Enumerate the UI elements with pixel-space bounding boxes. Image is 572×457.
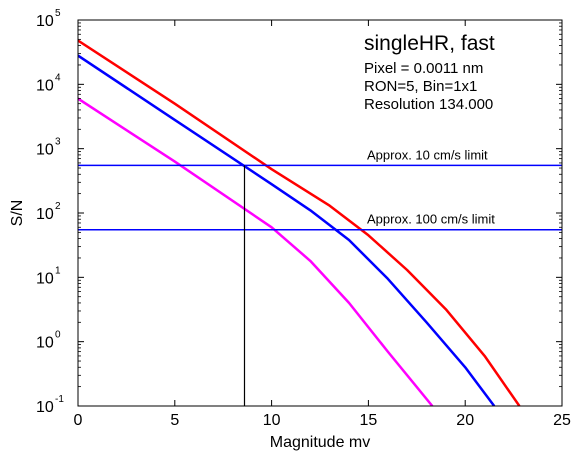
y-tick-label: 10	[36, 142, 54, 159]
limit-label-2: Approx. 100 cm/s limit	[367, 212, 495, 227]
series-line-2	[78, 54, 496, 406]
annotation-title: singleHR, fast	[364, 32, 495, 55]
annotation-line-3: Resolution 134.000	[364, 96, 493, 113]
y-tick-exponent: 3	[55, 137, 61, 148]
limit-lines: Approx. 10 cm/s limit Approx. 100 cm/s li…	[78, 147, 562, 406]
y-tick-exponent: -1	[55, 394, 64, 405]
x-tick-label: 10	[263, 412, 281, 429]
x-axis-label: Magnitude mv	[270, 434, 371, 451]
y-tick-exponent: 0	[55, 330, 61, 341]
y-tick-exponent: 4	[55, 72, 61, 83]
y-tick-exponent: 1	[55, 265, 61, 276]
y-tick-exponent: 5	[55, 8, 61, 19]
limit-label-1: Approx. 10 cm/s limit	[367, 147, 488, 162]
x-tick-label: 5	[170, 412, 179, 429]
y-tick-exponent: 2	[55, 201, 61, 212]
y-tick-label: 10	[36, 270, 54, 287]
series-line-3	[78, 97, 434, 406]
annotation-line-1: Pixel = 0.0011 nm	[364, 60, 483, 77]
y-tick-label: 10	[36, 77, 54, 94]
y-tick-label: 10	[36, 335, 54, 352]
series-line-1	[78, 39, 521, 406]
x-tick-label: 20	[456, 412, 474, 429]
y-tick-label: 10	[36, 206, 54, 223]
y-tick-label: 10	[36, 13, 54, 30]
x-tick-label: 15	[360, 412, 378, 429]
x-tick-label: 25	[553, 412, 571, 429]
series-layer	[78, 39, 521, 406]
y-tick-label: 10	[36, 399, 54, 416]
x-tick-label: 0	[74, 412, 83, 429]
annotation-line-2: RON=5, Bin=1x1	[364, 78, 477, 95]
annotation-box: singleHR, fast Pixel = 0.0011 nm RON=5, …	[364, 32, 495, 113]
y-axis-label: S/N	[9, 200, 26, 227]
